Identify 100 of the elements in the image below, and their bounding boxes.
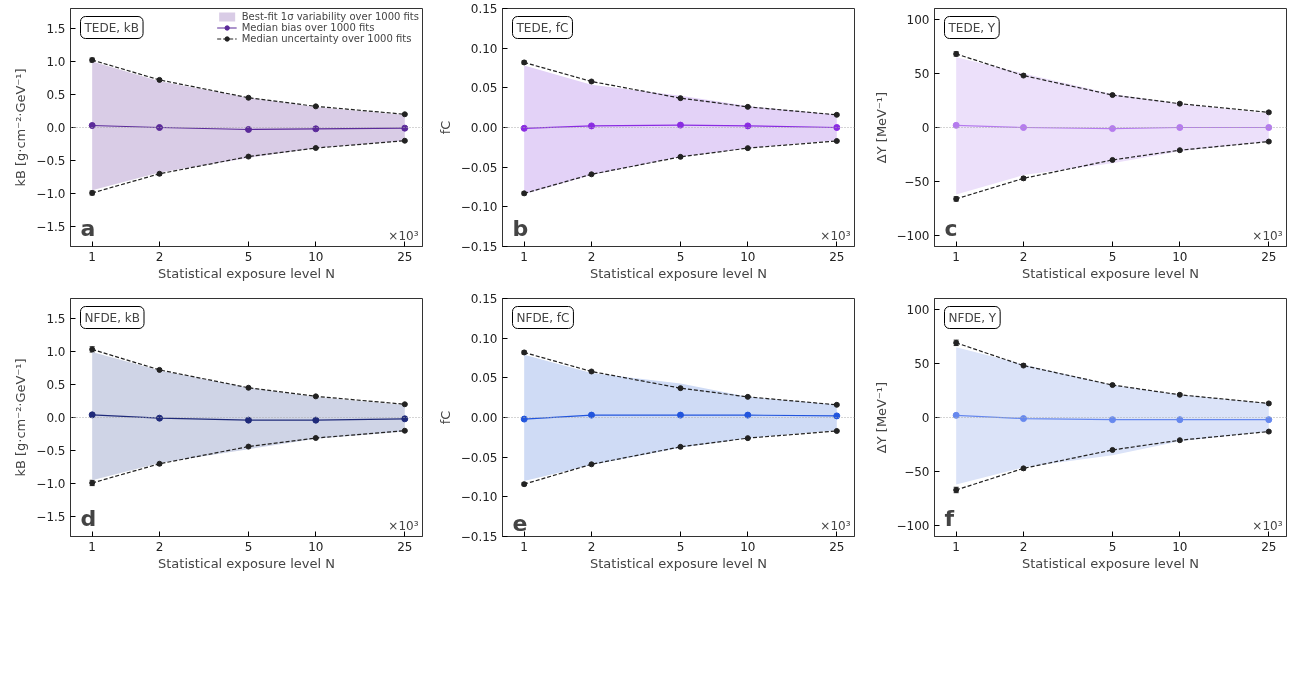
point <box>833 412 841 420</box>
y-tick-label: −1.0 <box>36 187 66 202</box>
y-tick-label: −100 <box>896 229 930 244</box>
y-tick-label: −0.5 <box>36 154 66 169</box>
y-tick-label: 0 <box>921 121 930 135</box>
x-tick-label: 10 <box>1172 539 1188 554</box>
annotation: ×10³ <box>1252 518 1283 533</box>
y-tick-label: −0.05 <box>460 450 498 465</box>
point <box>520 124 528 132</box>
x-tick-label: 10 <box>1172 249 1188 264</box>
y-tick-label: −1.0 <box>36 477 66 492</box>
y-tick-label: 0.5 <box>46 377 66 392</box>
point <box>88 411 96 419</box>
annotation: NFDE, fC <box>516 310 570 325</box>
x-tick-label: 5 <box>676 539 685 554</box>
point <box>520 415 528 423</box>
y-axis-title: ΔY [MeV⁻¹] <box>873 91 889 164</box>
x-tick-label: 1 <box>88 539 96 554</box>
y-tick-label: 0.10 <box>470 331 498 346</box>
x-axis-title: Statistical exposure level N <box>158 555 336 571</box>
x-tick-label: 25 <box>1261 249 1277 264</box>
y-tick-label: 100 <box>906 12 930 27</box>
y-tick-label: 1.5 <box>46 311 66 326</box>
annotation: NFDE, Y <box>948 310 997 325</box>
point <box>401 124 409 132</box>
x-tick-label: 25 <box>829 539 845 554</box>
point <box>401 415 409 423</box>
y-axis-title: fC <box>437 120 453 135</box>
y-tick-label: 0.15 <box>470 2 498 16</box>
annotation: TEDE, fC <box>515 20 569 35</box>
y-tick-label: 0.05 <box>470 81 498 96</box>
point <box>1108 416 1116 424</box>
y-tick-label: 0.00 <box>470 411 498 425</box>
annotation: TEDE, kB <box>83 20 140 35</box>
y-tick-label: −0.10 <box>460 490 498 505</box>
x-tick-label: 2 <box>1019 249 1028 264</box>
x-axis-title: Statistical exposure level N <box>1022 265 1200 281</box>
x-tick-label: 2 <box>587 249 596 264</box>
y-tick-label: 50 <box>914 356 930 371</box>
point <box>676 121 684 129</box>
x-tick-label: 25 <box>397 249 413 264</box>
y-tick-label: −50 <box>904 175 930 190</box>
point <box>88 122 96 130</box>
annotation: c <box>944 215 958 241</box>
x-tick-label: 1 <box>520 249 528 264</box>
annotation: b <box>512 215 529 241</box>
point <box>1265 416 1273 424</box>
annotation: ×10³ <box>820 518 851 533</box>
x-tick-label: 2 <box>155 249 164 264</box>
y-axis-title: fC <box>437 410 453 425</box>
point <box>952 411 960 419</box>
x-tick-label: 5 <box>244 249 253 264</box>
annotation: ×10³ <box>1252 228 1283 243</box>
x-tick-label: 2 <box>587 539 596 554</box>
y-tick-label: 100 <box>906 302 930 317</box>
x-tick-label: 10 <box>308 249 324 264</box>
y-tick-label: 1.5 <box>46 21 66 36</box>
annotation: NFDE, kB <box>84 310 141 325</box>
annotation: ×10³ <box>820 228 851 243</box>
x-tick-label: 10 <box>740 539 756 554</box>
annotation: f <box>944 505 955 531</box>
y-tick-label: −1.5 <box>36 220 66 235</box>
legend-label: Median bias over 1000 fits <box>241 22 375 33</box>
legend-label: Median uncertainty over 1000 fits <box>241 33 412 44</box>
y-tick-label: 0.05 <box>470 371 498 386</box>
point <box>952 121 960 129</box>
x-axis-title: Statistical exposure level N <box>590 265 768 281</box>
x-axis-title: Statistical exposure level N <box>590 555 768 571</box>
annotation: TEDE, Y <box>947 20 996 35</box>
y-tick-label: −0.15 <box>460 530 498 544</box>
y-axis-title: kB [g·cm⁻²·GeV⁻¹] <box>13 358 29 477</box>
x-tick-label: 5 <box>1108 539 1117 554</box>
y-tick-label: 0.5 <box>46 87 66 102</box>
x-tick-label: 10 <box>740 249 756 264</box>
y-tick-label: 0.15 <box>470 292 498 306</box>
point <box>244 125 252 133</box>
x-tick-label: 1 <box>88 249 96 264</box>
point <box>244 416 252 424</box>
y-tick-label: −50 <box>904 465 930 480</box>
y-tick-label: 50 <box>914 66 930 81</box>
point <box>676 411 684 419</box>
x-tick-label: 10 <box>308 539 324 554</box>
annotation: e <box>512 510 528 536</box>
x-tick-label: 2 <box>155 539 164 554</box>
x-tick-label: 25 <box>829 249 845 264</box>
x-tick-label: 5 <box>244 539 253 554</box>
x-tick-label: 1 <box>952 249 960 264</box>
x-tick-label: 5 <box>1108 249 1117 264</box>
y-tick-label: −1.5 <box>36 510 66 525</box>
y-axis-title: kB [g·cm⁻²·GeV⁻¹] <box>13 68 29 187</box>
y-tick-label: 0 <box>921 411 930 425</box>
x-tick-label: 25 <box>1261 539 1277 554</box>
y-tick-label: 1.0 <box>46 54 66 69</box>
point <box>1108 125 1116 133</box>
x-axis-title: Statistical exposure level N <box>158 265 336 281</box>
y-tick-label: 0.0 <box>46 411 66 425</box>
y-tick-label: −0.10 <box>460 200 498 215</box>
x-tick-label: 25 <box>397 539 413 554</box>
annotation: d <box>80 505 97 531</box>
annotation: a <box>80 215 96 241</box>
